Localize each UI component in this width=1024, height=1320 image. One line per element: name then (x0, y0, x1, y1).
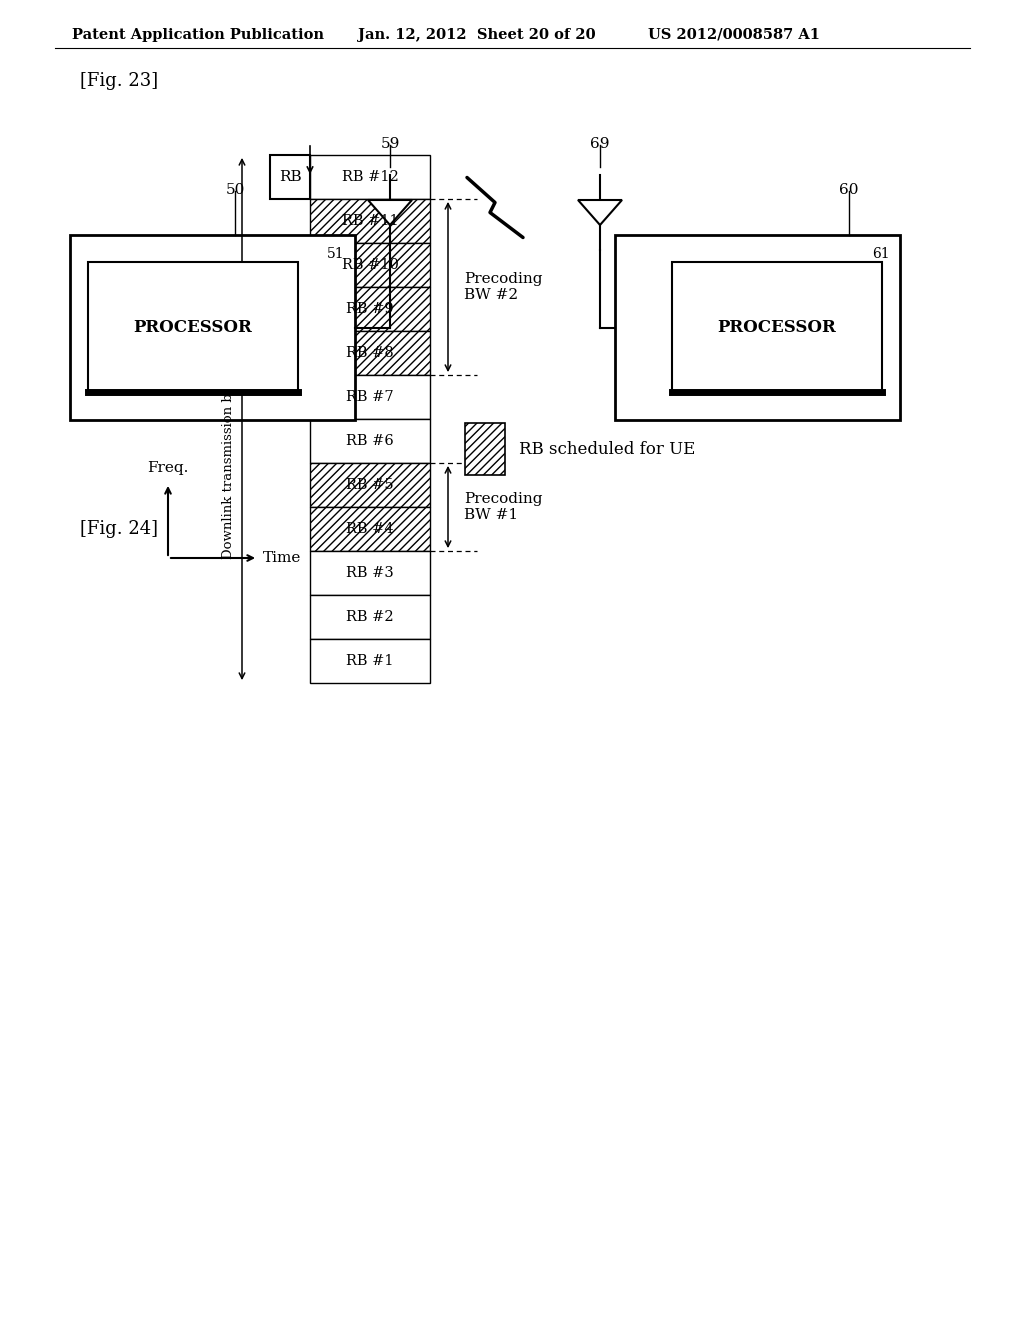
Text: RB #7: RB #7 (346, 389, 394, 404)
Polygon shape (368, 201, 412, 224)
Text: 60: 60 (839, 183, 858, 197)
Bar (310, 331, 430, 375)
Bar (310, 154, 430, 199)
Bar (310, 550, 430, 595)
Bar (672, 261, 882, 392)
Text: Freq.: Freq. (147, 461, 188, 475)
Bar (70, 235, 355, 420)
Text: PROCESSOR: PROCESSOR (718, 318, 837, 335)
Text: [Fig. 24]: [Fig. 24] (80, 520, 158, 539)
Text: RB: RB (279, 170, 301, 183)
Text: Jan. 12, 2012  Sheet 20 of 20: Jan. 12, 2012 Sheet 20 of 20 (358, 28, 596, 42)
Text: RB #1: RB #1 (346, 653, 394, 668)
Bar (310, 639, 430, 682)
Text: RB #10: RB #10 (342, 257, 398, 272)
Text: 69: 69 (590, 137, 609, 150)
Bar (615, 235, 900, 420)
Bar (270, 154, 310, 199)
Text: 59: 59 (380, 137, 399, 150)
Bar (310, 286, 430, 331)
Bar (310, 463, 430, 507)
Text: RB #12: RB #12 (342, 170, 398, 183)
Text: [Fig. 23]: [Fig. 23] (80, 73, 158, 90)
Text: RB #2: RB #2 (346, 610, 394, 624)
Bar (310, 243, 430, 286)
Bar (310, 199, 430, 243)
Bar (310, 418, 430, 463)
Text: 51: 51 (328, 247, 345, 261)
Text: Downlink transmission bandwidth (N_DL): Downlink transmission bandwidth (N_DL) (221, 279, 234, 560)
Bar (88, 261, 298, 392)
Text: PROCESSOR: PROCESSOR (133, 318, 252, 335)
Bar (465, 422, 505, 475)
Polygon shape (578, 201, 622, 224)
Text: RB #11: RB #11 (342, 214, 398, 228)
Text: 50: 50 (225, 183, 245, 197)
Bar (310, 375, 430, 418)
Text: RB #9: RB #9 (346, 302, 394, 315)
Text: 61: 61 (872, 247, 890, 261)
Text: RB #6: RB #6 (346, 434, 394, 447)
Text: RB scheduled for UE: RB scheduled for UE (519, 441, 695, 458)
Bar (310, 507, 430, 550)
Text: Time: Time (263, 550, 301, 565)
Text: RB #5: RB #5 (346, 478, 394, 492)
Text: Precoding
BW #2: Precoding BW #2 (464, 272, 543, 302)
Text: Precoding
BW #1: Precoding BW #1 (464, 492, 543, 523)
Text: RB #3: RB #3 (346, 566, 394, 579)
Bar (310, 595, 430, 639)
Text: RB #8: RB #8 (346, 346, 394, 360)
Text: US 2012/0008587 A1: US 2012/0008587 A1 (648, 28, 820, 42)
Text: Patent Application Publication: Patent Application Publication (72, 28, 324, 42)
Text: RB #4: RB #4 (346, 521, 394, 536)
